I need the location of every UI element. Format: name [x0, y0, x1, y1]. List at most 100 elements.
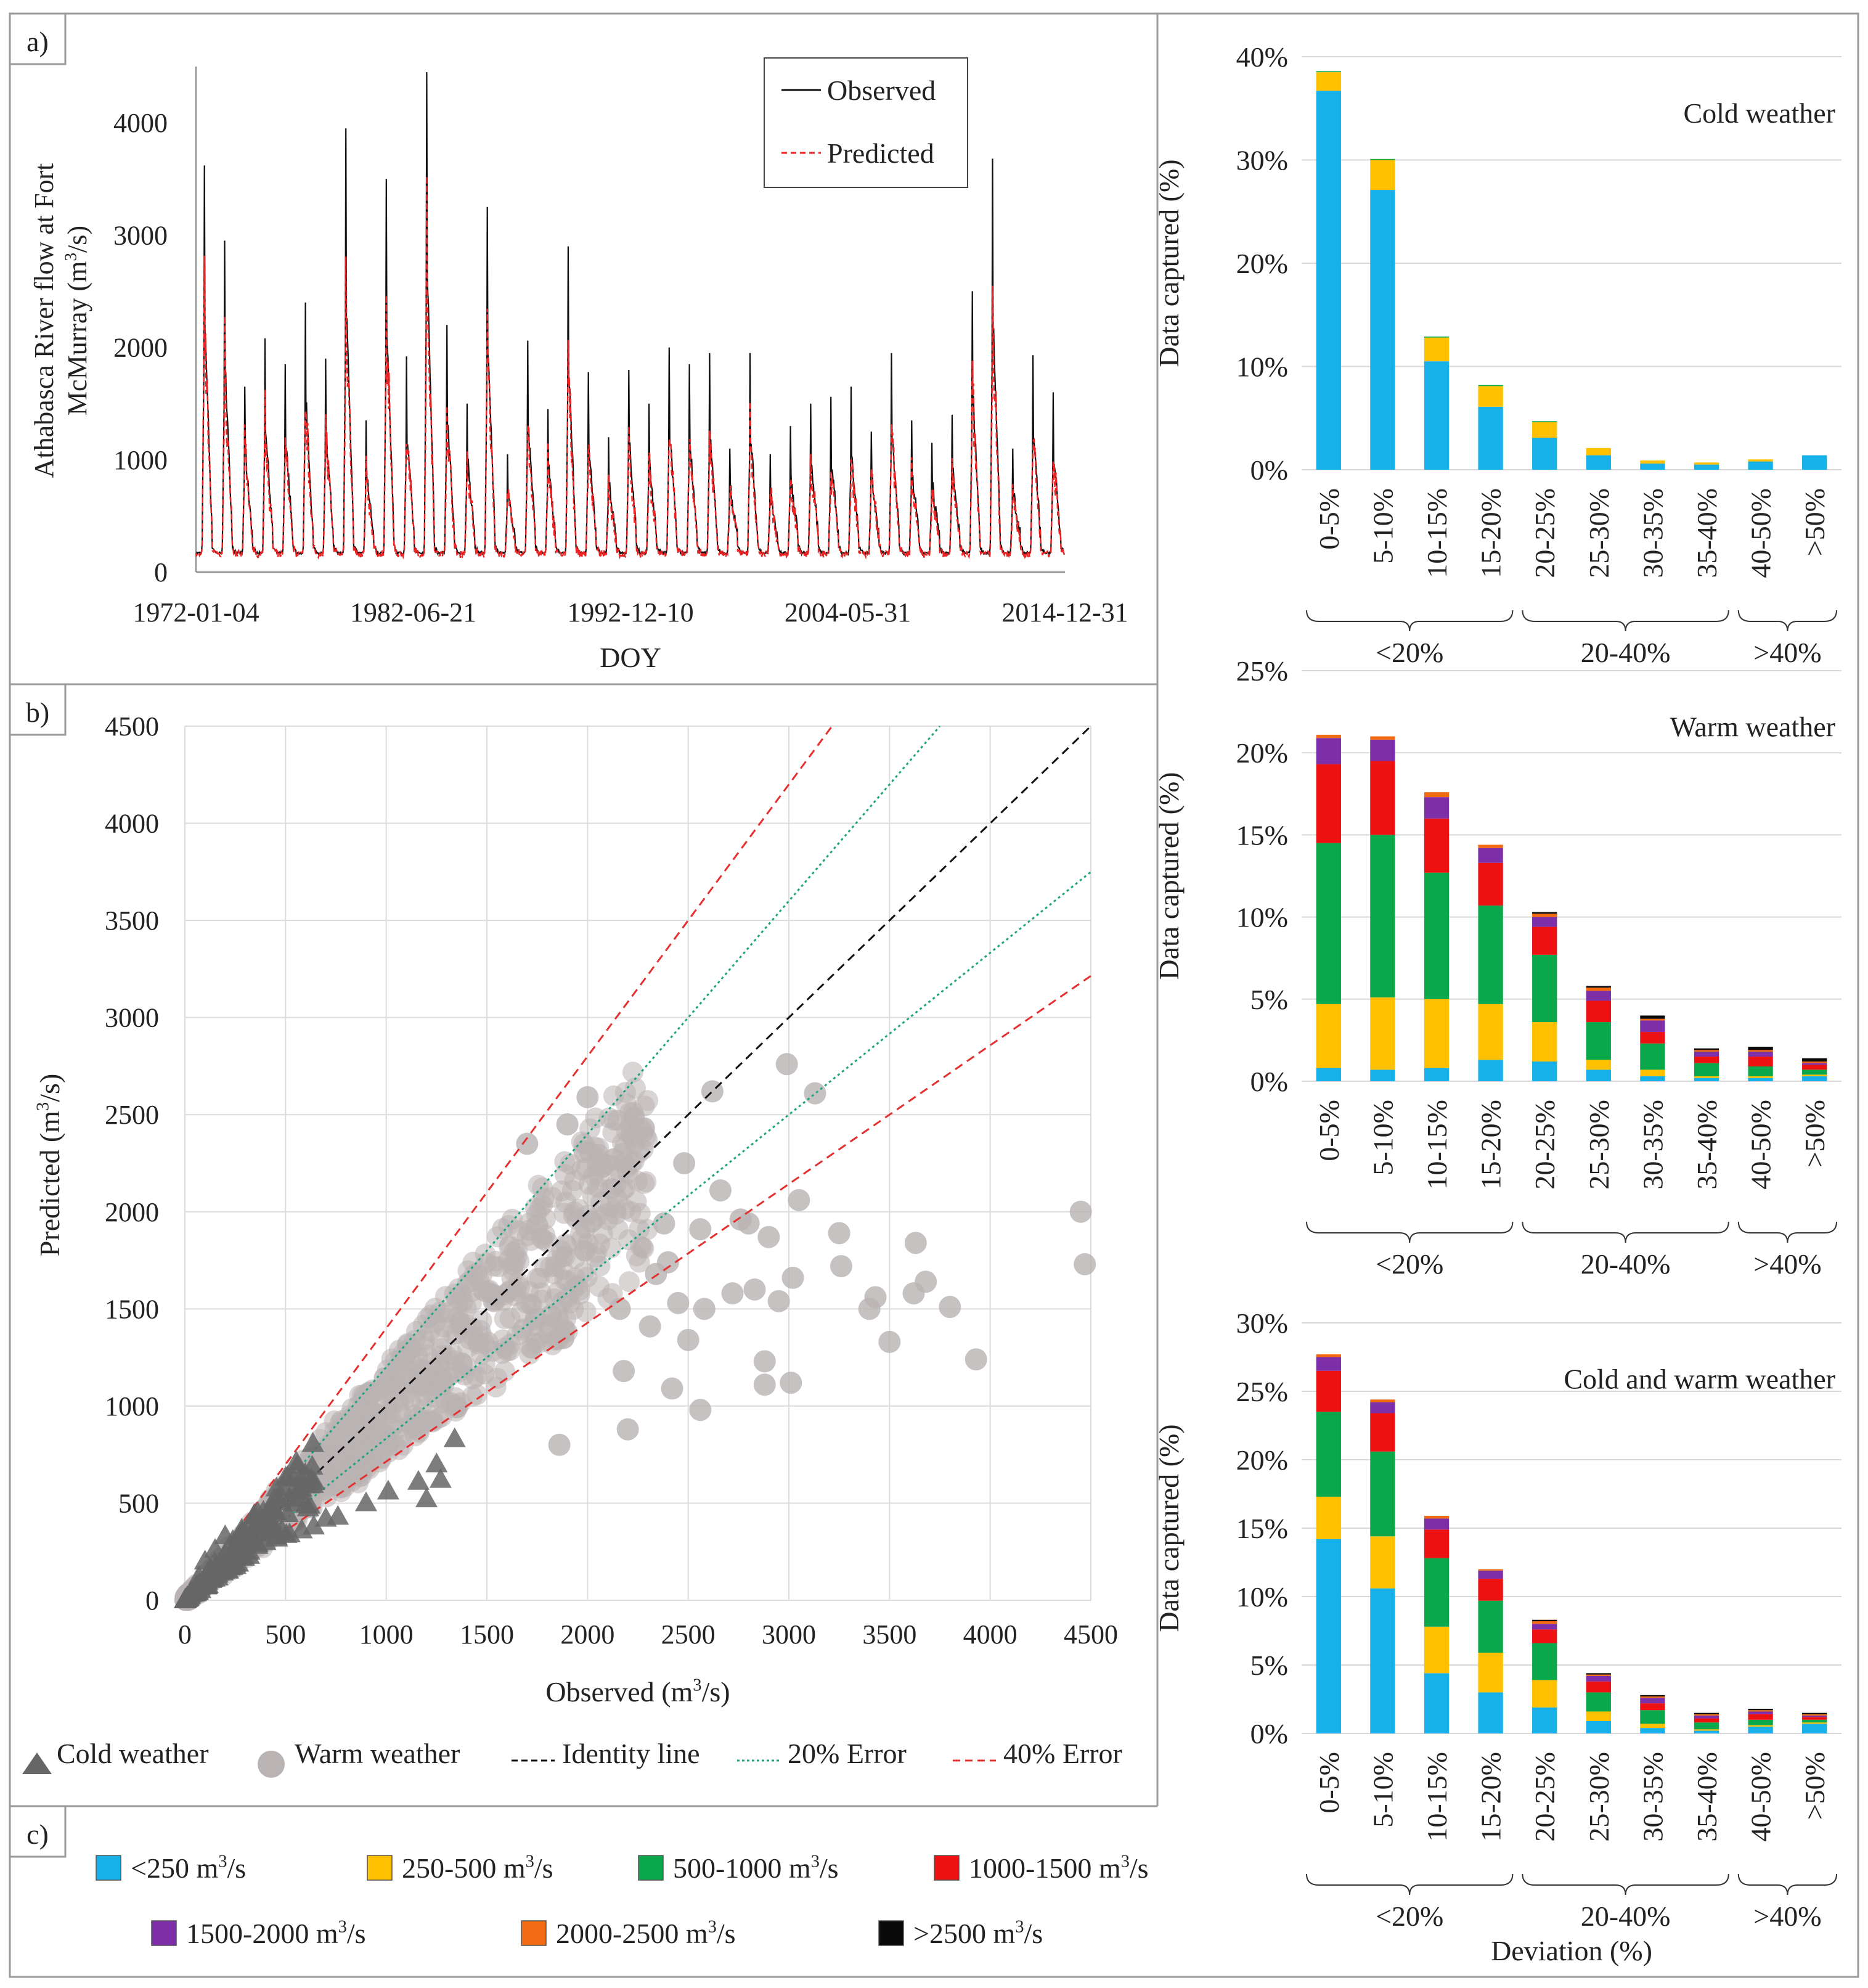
group-label: 20-40% — [1581, 637, 1671, 668]
bar-segment — [1316, 1357, 1341, 1371]
bar-segment — [1748, 1725, 1773, 1727]
bar-segment — [1370, 1402, 1395, 1413]
bar-segment — [1532, 917, 1557, 927]
x-category-label: 0-5% — [1313, 1752, 1345, 1814]
bar-segment — [1316, 91, 1341, 470]
bar-segment — [1802, 1724, 1827, 1733]
bar-segment — [1316, 764, 1341, 843]
bar-segment — [1640, 1695, 1665, 1697]
bar-segment — [1640, 1015, 1665, 1019]
y-tick-label: 2000 — [105, 1197, 159, 1227]
cold-weather-point — [296, 1496, 319, 1516]
legend-warm-label: Warm weather — [295, 1738, 460, 1769]
x-category-label: >50% — [1799, 1752, 1830, 1820]
y-tick-label: 20% — [1236, 1444, 1288, 1476]
bar-segment — [1694, 464, 1719, 470]
warm-weather-point — [377, 1359, 398, 1381]
panel-label-c: c) — [27, 1818, 49, 1850]
bar-segment — [1532, 1061, 1557, 1081]
cold-weather-point — [429, 1468, 452, 1488]
legend-observed-label: Observed — [827, 75, 936, 106]
panel-b-scatter: 0 500 1000 1500 2000 2500 3000 3500 4000 4500 0 500… — [22, 711, 1122, 1778]
warm-weather-point — [757, 1225, 780, 1248]
warm-weather-point — [552, 1327, 575, 1349]
group-brace — [1737, 610, 1837, 632]
x-category-label: 0-5% — [1313, 1100, 1345, 1161]
y-tick-label: 3500 — [105, 906, 159, 936]
legend-label-5: 2000-2500 m3/s — [556, 1918, 736, 1949]
bar-segment — [1316, 1004, 1341, 1068]
bar-segment — [1478, 1570, 1503, 1579]
y-tick-label: 4000 — [105, 809, 159, 839]
group-label: >40% — [1753, 637, 1821, 668]
legend-err40-label: 40% Error — [1003, 1738, 1122, 1769]
warm-weather-point — [693, 1298, 716, 1320]
y-tick-label: 0 — [154, 557, 168, 587]
legend-swatch-4 — [151, 1920, 177, 1946]
bar-segment — [1748, 1057, 1773, 1067]
bar-segment — [1802, 1061, 1827, 1063]
warm-weather-point — [638, 1315, 661, 1338]
y-tick-label: 10% — [1236, 1581, 1288, 1613]
bar-segment — [1802, 1074, 1827, 1077]
x-category-label: 10-15% — [1421, 1100, 1453, 1190]
x-tick-label: 3500 — [862, 1619, 916, 1650]
warm-weather-point — [524, 1309, 546, 1331]
warm-weather-point — [404, 1330, 425, 1351]
warm-weather-point — [780, 1372, 802, 1394]
y-tick-label: 5% — [1250, 1650, 1288, 1681]
bar-segment — [1532, 1022, 1557, 1062]
warm-weather-point — [542, 1187, 563, 1208]
y-axis-title: Data captured (%) — [1153, 1424, 1185, 1632]
x-tick-label: 1500 — [460, 1619, 514, 1650]
bar-segment — [1532, 1629, 1557, 1643]
warm-weather-point — [441, 1392, 462, 1413]
cold-weather-point — [247, 1500, 269, 1521]
y-tick-label: 1000 — [105, 1391, 159, 1421]
bar-segment — [1694, 462, 1719, 465]
bar-segment — [1370, 190, 1395, 470]
bar-segment — [1316, 72, 1341, 91]
bar-segment — [1586, 1675, 1611, 1682]
bar-segment — [1424, 872, 1450, 999]
panel-label-a: a) — [27, 26, 49, 57]
bar-segment — [1802, 1722, 1827, 1724]
x-category-label: 30-35% — [1637, 1100, 1668, 1190]
warm-weather-point — [667, 1291, 690, 1314]
bar-segment — [1370, 997, 1395, 1070]
bar-segment — [1532, 914, 1557, 917]
x-tick-label: 3000 — [762, 1619, 816, 1650]
bar-segment — [1802, 455, 1827, 470]
group-label: <20% — [1376, 1248, 1443, 1280]
bar-segment — [1370, 1451, 1395, 1537]
x-category-label: 0-5% — [1313, 488, 1345, 550]
bar-segment — [1370, 1070, 1395, 1081]
bar-segment — [1424, 337, 1450, 362]
bar-segment — [1640, 1710, 1665, 1724]
warm-weather-point — [502, 1254, 524, 1276]
y-tick-label: 40% — [1236, 41, 1288, 73]
bar-segment — [1748, 461, 1773, 470]
bar-segment — [1316, 1539, 1341, 1733]
warm-weather-point — [743, 1278, 766, 1301]
x-category-label: 10-15% — [1421, 1752, 1453, 1842]
bar-segment — [1532, 1619, 1557, 1621]
bar-segment — [1424, 1518, 1450, 1530]
bar-segment — [1640, 1724, 1665, 1728]
warm-weather-point — [537, 1231, 558, 1253]
warm-weather-point — [781, 1266, 804, 1289]
warm-weather-point — [590, 1156, 613, 1179]
y-tick-label: 1000 — [113, 445, 168, 475]
cold-weather-point — [415, 1487, 438, 1508]
y-tick-label: 10% — [1236, 351, 1288, 383]
warm-weather-point — [494, 1360, 515, 1382]
x-tick-label: 2500 — [661, 1619, 716, 1650]
bar-segment — [1802, 1716, 1827, 1717]
group-label: 20-40% — [1581, 1900, 1671, 1932]
y-tick-label: 15% — [1236, 819, 1288, 851]
reference-line — [184, 726, 941, 1601]
warm-weather-point — [753, 1350, 776, 1373]
cold-weather-point — [443, 1427, 466, 1447]
bar-segment — [1802, 1712, 1827, 1714]
x-category-label: 10-15% — [1421, 488, 1453, 578]
